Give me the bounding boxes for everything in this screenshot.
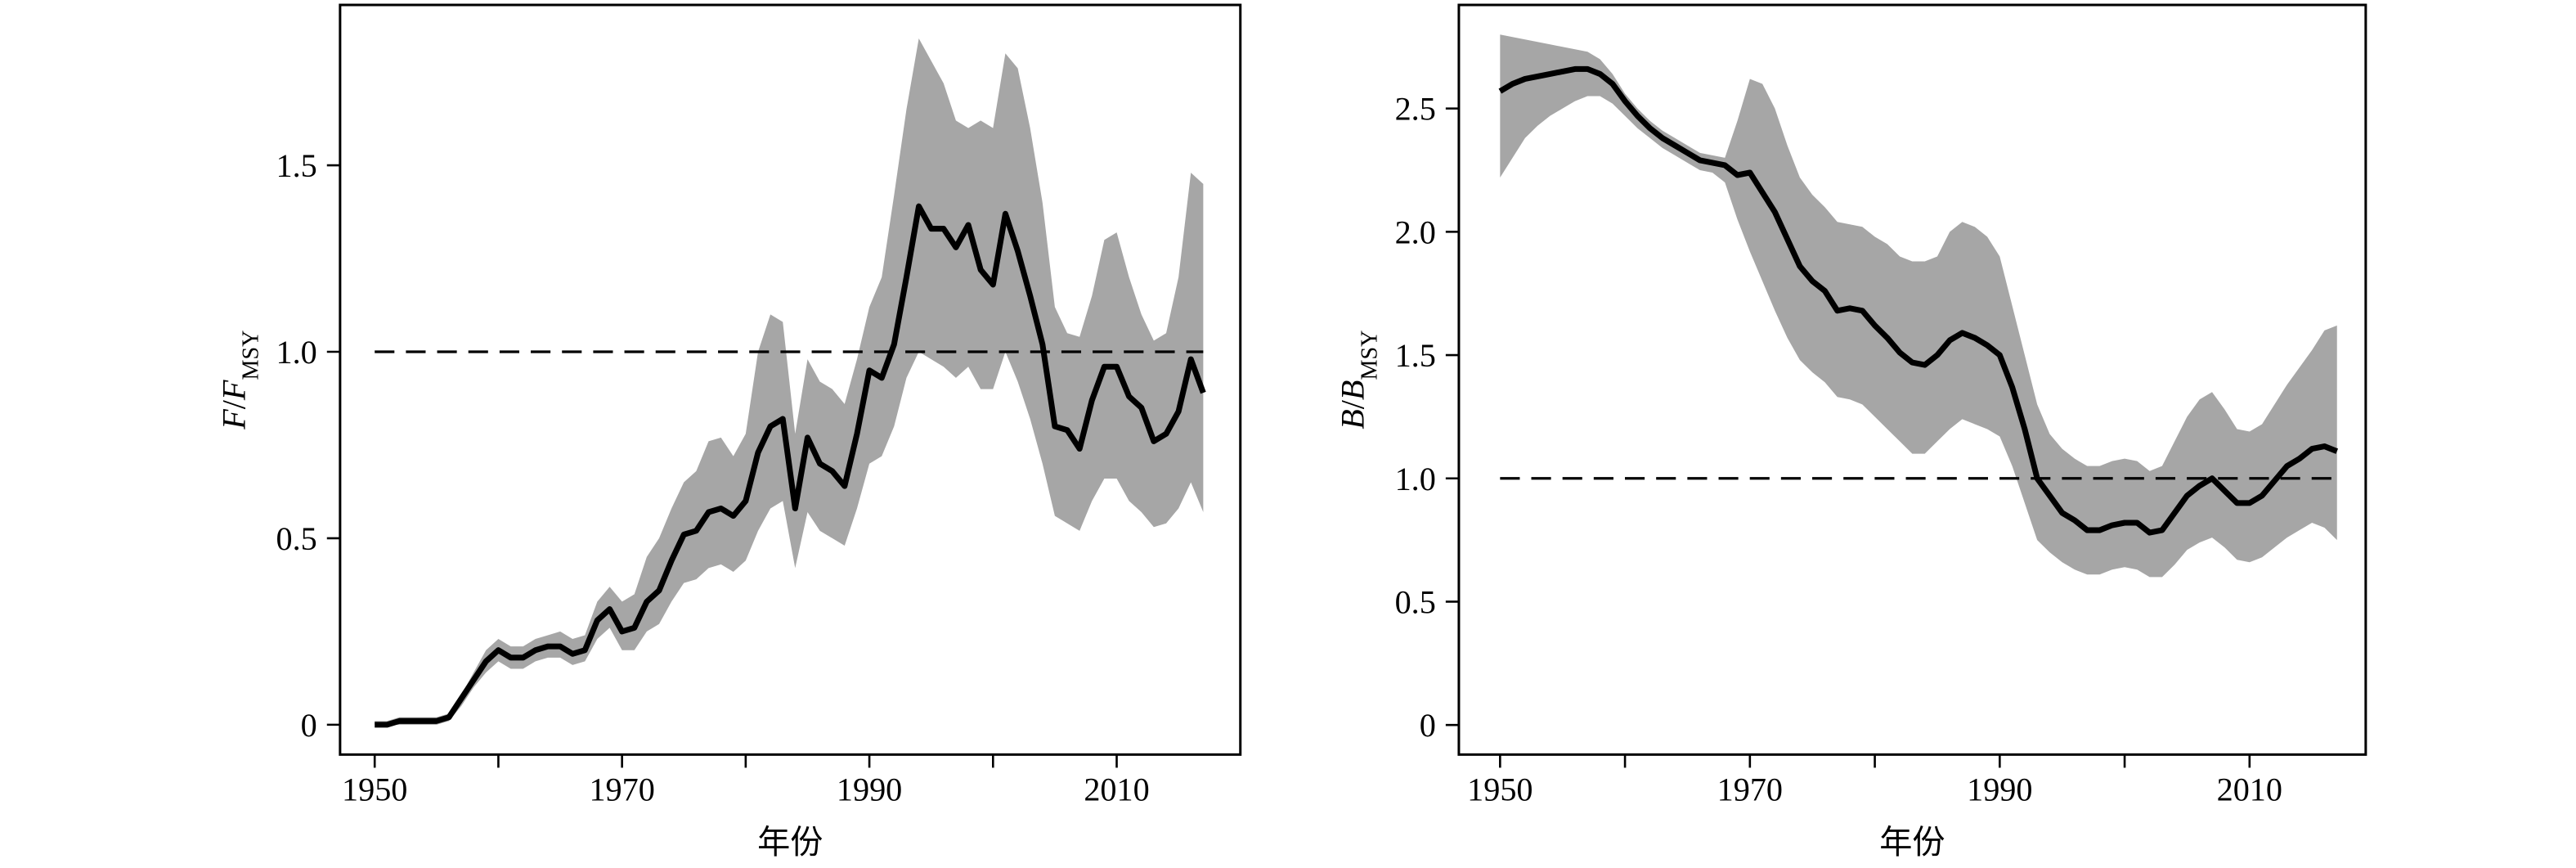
y-tick-label: 0.5	[1395, 584, 1436, 621]
y-axis-label-part: /	[1334, 399, 1371, 409]
x-tick-label: 1950	[1467, 771, 1533, 808]
y-axis-label-part: F	[215, 380, 252, 401]
y-tick-label: 0	[301, 707, 317, 744]
x-axis-label: 年份	[757, 824, 823, 861]
x-tick-label: 1950	[342, 771, 407, 808]
y-axis-label-part: F	[215, 409, 252, 430]
x-axis-label: 年份	[1879, 824, 1945, 861]
y-tick-label: 2.0	[1395, 214, 1436, 250]
y-axis-label-part: B	[1334, 380, 1371, 401]
y-axis-label: F/FMSY	[215, 331, 263, 430]
x-tick-label: 2010	[2217, 771, 2282, 808]
y-tick-label: 1.0	[276, 334, 317, 371]
x-tick-label: 1990	[1967, 771, 2032, 808]
y-tick-label: 1.5	[276, 147, 317, 184]
y-tick-label: 0	[1420, 707, 1436, 744]
y-tick-label: 1.0	[1395, 461, 1436, 497]
confidence-band	[375, 38, 1204, 725]
confidence-band	[1500, 34, 2337, 578]
y-axis-label-part: B	[1334, 409, 1371, 430]
y-axis-label-part: /	[215, 399, 252, 409]
y-tick-label: 2.5	[1395, 91, 1436, 128]
mean-line	[1498, 65, 2339, 536]
y-tick-label: 0.5	[276, 520, 317, 557]
x-tick-label: 1970	[1717, 771, 1783, 808]
plot-frame	[1457, 3, 2367, 756]
y-tick-label: 1.5	[1395, 337, 1436, 374]
mean-line	[375, 203, 1206, 728]
y-axis-label: B/BMSY	[1334, 331, 1381, 430]
x-tick-label: 2010	[1084, 771, 1149, 808]
plot-frame	[339, 3, 1242, 756]
x-tick-label: 1970	[589, 771, 654, 808]
y-axis-label-part: MSY	[238, 331, 263, 380]
x-tick-label: 1990	[837, 771, 902, 808]
y-axis-label-part: MSY	[1357, 331, 1382, 380]
